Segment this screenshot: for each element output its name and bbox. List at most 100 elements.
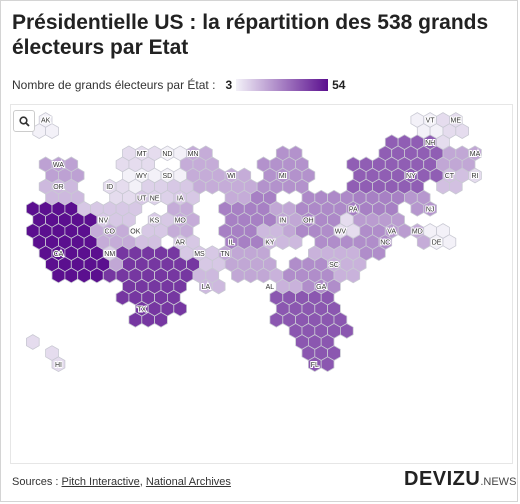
state-tx[interactable]: TX: [102, 245, 200, 328]
state-nh[interactable]: NH: [424, 123, 457, 151]
state-label-ma: MA: [470, 151, 481, 158]
state-label-nj: NJ: [426, 206, 435, 213]
state-label-ak: AK: [41, 118, 51, 125]
state-label-va: VA: [387, 229, 396, 236]
state-tn[interactable]: TN: [218, 245, 277, 284]
state-label-nm: NM: [104, 251, 115, 258]
legend-max: 54: [332, 78, 346, 92]
state-wa[interactable]: WA: [38, 156, 85, 184]
state-label-mo: MO: [175, 218, 187, 225]
state-label-sd: SD: [163, 173, 173, 180]
state-label-id: ID: [106, 184, 113, 191]
state-label-tn: TN: [220, 251, 229, 258]
state-fl[interactable]: FL: [269, 289, 354, 373]
state-label-ri: RI: [472, 173, 479, 180]
state-label-in: IN: [279, 218, 286, 225]
zoom-button[interactable]: [13, 110, 35, 132]
logo-suffix: .NEWS: [480, 476, 517, 488]
state-label-nc: NC: [380, 240, 390, 247]
state-ct[interactable]: CT: [436, 167, 470, 195]
legend: Nombre de grands électeurs par État : 3 …: [12, 77, 345, 93]
legend-ramp: [236, 79, 329, 91]
state-label-hi: HI: [55, 362, 62, 369]
state-label-ga: GA: [316, 284, 326, 291]
state-label-wi: WI: [227, 173, 236, 180]
state-co[interactable]: CO: [90, 223, 136, 250]
state-ne[interactable]: NE: [141, 178, 175, 206]
state-label-al: AL: [266, 284, 275, 291]
state-label-ne: NE: [150, 195, 160, 202]
state-label-ms: MS: [194, 251, 205, 258]
state-label-co: CO: [104, 229, 115, 236]
state-label-sc: SC: [329, 262, 339, 269]
sources-prefix: Sources :: [12, 476, 62, 488]
state-label-wa: WA: [53, 162, 64, 169]
state-ia[interactable]: IA: [166, 178, 200, 206]
state-label-la: LA: [202, 284, 211, 291]
state-label-ky: KY: [265, 240, 275, 247]
state-ms[interactable]: MS: [192, 245, 226, 273]
logo-main: DEVIZU: [404, 468, 481, 490]
state-label-wv: WV: [335, 229, 347, 236]
state-ks[interactable]: KS: [141, 212, 175, 239]
state-label-nd: ND: [162, 151, 172, 158]
legend-min: 3: [225, 78, 233, 92]
state-me[interactable]: ME: [436, 112, 470, 139]
state-label-fl: FL: [311, 362, 319, 369]
state-label-ny: NY: [406, 173, 416, 180]
search-icon: [18, 115, 30, 127]
state-mo[interactable]: MO: [166, 200, 200, 239]
state-label-ar: AR: [175, 240, 185, 247]
state-wv[interactable]: WV: [333, 212, 361, 239]
state-label-il: IL: [229, 240, 235, 247]
state-label-nv: NV: [98, 218, 108, 225]
logo: DEVIZU.NEWS: [404, 468, 516, 491]
state-label-de: DE: [432, 240, 442, 247]
state-nd[interactable]: ND: [160, 145, 188, 162]
state-label-nh: NH: [425, 140, 435, 147]
state-nj[interactable]: NJ: [404, 189, 438, 217]
state-label-ct: CT: [445, 173, 455, 180]
state-sc[interactable]: SC: [307, 245, 367, 284]
state-de[interactable]: DE: [423, 223, 457, 250]
state-label-ia: IA: [177, 195, 184, 202]
state-ma[interactable]: MA: [436, 145, 482, 173]
state-hi[interactable]: HI: [25, 334, 66, 373]
state-mi[interactable]: MI: [256, 145, 316, 195]
state-label-me: ME: [451, 118, 462, 125]
source-link-pitch[interactable]: Pitch Interactive: [61, 476, 140, 488]
state-label-md: MD: [412, 229, 423, 236]
state-label-mi: MI: [279, 173, 287, 180]
state-la[interactable]: LA: [192, 267, 226, 295]
state-pa[interactable]: PA: [346, 189, 405, 217]
state-vt[interactable]: VT: [410, 112, 444, 139]
state-label-tx: TX: [137, 306, 146, 313]
state-label-ok: OK: [130, 229, 140, 236]
state-ak[interactable]: AK: [32, 112, 59, 139]
state-label-oh: OH: [303, 218, 314, 225]
state-label-ut: UT: [137, 195, 147, 202]
page-title: Présidentielle US : la répartition des 5…: [12, 11, 489, 59]
state-label-pa: PA: [349, 206, 358, 213]
state-label-mn: MN: [188, 151, 199, 158]
state-or[interactable]: OR: [38, 178, 85, 206]
state-ri[interactable]: RI: [468, 167, 482, 184]
state-ar[interactable]: AR: [173, 234, 200, 262]
state-ok[interactable]: OK: [129, 228, 162, 250]
state-label-ks: KS: [150, 218, 160, 225]
map-frame: [10, 104, 513, 464]
state-label-or: OR: [53, 184, 64, 191]
state-label-wy: WY: [136, 173, 148, 180]
state-ny[interactable]: NY: [346, 134, 444, 195]
state-ky[interactable]: KY: [256, 223, 303, 250]
source-link-archives[interactable]: National Archives: [145, 476, 231, 488]
legend-label: Nombre de grands électeurs par État :: [12, 78, 216, 92]
state-label-ca: CA: [54, 251, 64, 258]
state-label-vt: VT: [426, 118, 436, 125]
state-va[interactable]: VA: [352, 212, 412, 239]
state-label-mt: MT: [137, 151, 148, 158]
state-ut[interactable]: UT: [102, 189, 149, 228]
sources: Sources : Pitch Interactive, National Ar…: [12, 476, 231, 488]
